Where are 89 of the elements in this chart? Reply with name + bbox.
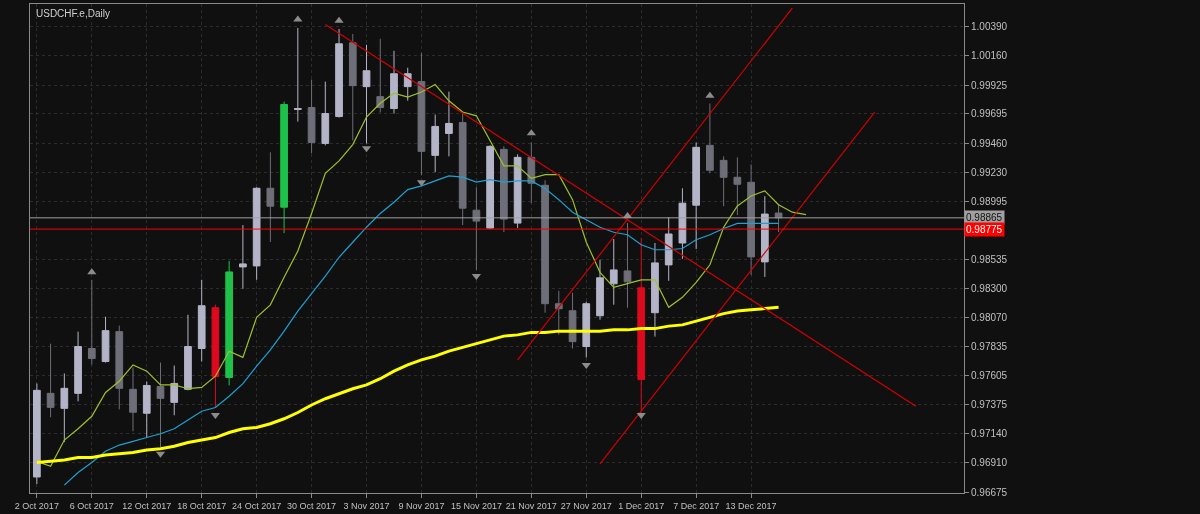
ref-line-label: 0.98865: [966, 212, 1003, 223]
y-tick-label: 0.97375: [971, 398, 1008, 410]
y-tick-label: 0.97140: [971, 428, 1008, 440]
candlestick: [541, 179, 549, 314]
candlestick: [101, 316, 110, 364]
candlestick: [733, 156, 742, 216]
candlestick: [596, 259, 604, 321]
y-tick-label: 0.98300: [971, 283, 1008, 295]
candlestick: [252, 186, 261, 281]
candlestick: [692, 141, 701, 250]
candlestick: [362, 44, 371, 144]
candlestick: [431, 114, 440, 173]
candlestick: [170, 365, 179, 416]
x-tick-label: 3 Nov 2017: [343, 500, 390, 511]
candlestick: [211, 304, 220, 408]
candlestick: [280, 101, 288, 234]
chart-title: USDCHF.e,Daily: [36, 8, 110, 19]
x-tick-label: 6 Oct 2017: [69, 500, 114, 511]
point: [636, 413, 646, 420]
candlestick: [651, 242, 659, 338]
candlestick: [568, 292, 577, 350]
candlestick: [513, 153, 522, 229]
y-tick-label: 0.97605: [971, 370, 1008, 382]
y-tick-label: 0.96910: [971, 457, 1008, 469]
candlestick: [403, 67, 412, 102]
x-tick-label: 30 Oct 2017: [287, 500, 337, 511]
candlestick: [582, 301, 591, 359]
x-tick-label: 7 Dec 2017: [673, 500, 720, 511]
candlestick: [321, 81, 330, 146]
y-tick-label: 0.96675: [971, 486, 1008, 498]
y-tick-label: 1.00160: [971, 50, 1008, 62]
candlestick: [142, 380, 151, 438]
point: [334, 16, 344, 23]
candlestick: [335, 28, 343, 119]
x-tick-label: 13 Dec 2017: [725, 500, 777, 511]
candlestick: [719, 155, 728, 207]
candlestick: [129, 366, 137, 432]
candlestick: [197, 279, 206, 363]
y-tick-label: 0.99460: [971, 137, 1008, 149]
candlestick: [46, 343, 55, 418]
candlestick: [664, 216, 673, 282]
x-tick-label: 1 Dec 2017: [618, 500, 665, 511]
candlestick: [348, 33, 357, 141]
line-series: [35, 305, 781, 465]
candlestick: [307, 79, 316, 154]
candlestick: [156, 362, 165, 448]
candlestick: [225, 260, 234, 386]
y-tick-label: 0.98995: [971, 196, 1008, 208]
candlestick: [472, 186, 481, 271]
candlestick: [417, 52, 426, 176]
candlestick: [239, 224, 247, 290]
y-tick-label: 0.99230: [971, 166, 1008, 178]
x-tick-label: 21 Nov 2017: [505, 500, 557, 511]
candlestick: [376, 38, 385, 114]
y-tick-label: 0.97835: [971, 341, 1008, 353]
candlestick: [458, 113, 467, 226]
y-tick-label: 0.98070: [971, 311, 1008, 323]
x-tick-label: 24 Oct 2017: [232, 500, 282, 511]
candlestick: [74, 331, 82, 402]
candlestick: [609, 238, 618, 306]
x-tick-label: 12 Oct 2017: [122, 500, 172, 511]
candlestick: [266, 151, 275, 243]
candlestick: [60, 372, 69, 443]
ref-line-label: 0.98775: [966, 224, 1003, 235]
candlestick: [33, 382, 41, 485]
candlestick: [445, 91, 453, 157]
line-series: [63, 175, 780, 486]
candlestick: [184, 314, 192, 391]
x-tick-label: 2 Oct 2017: [14, 500, 59, 511]
candlestick: [623, 222, 632, 309]
candlestick: [500, 145, 508, 233]
candlestick: [390, 50, 398, 115]
x-tick-label: 18 Oct 2017: [177, 500, 227, 511]
x-tick-label: 9 Nov 2017: [398, 500, 445, 511]
candlestick: [678, 187, 687, 260]
y-tick-label: 0.99695: [971, 108, 1008, 120]
point: [581, 362, 591, 369]
y-tick-label: 0.98535: [971, 253, 1008, 265]
x-tick-label: 15 Nov 2017: [450, 500, 502, 511]
candlestick: [486, 144, 494, 230]
candlestick: [747, 163, 755, 276]
candlestick: [87, 279, 96, 366]
candlestick: [293, 27, 302, 123]
candlestick: [115, 325, 124, 410]
candlestick: [706, 103, 714, 174]
y-tick-label: 1.00390: [971, 21, 1008, 33]
x-tick-label: 27 Nov 2017: [560, 500, 612, 511]
point: [705, 91, 715, 98]
y-tick-label: 0.99925: [971, 79, 1008, 91]
